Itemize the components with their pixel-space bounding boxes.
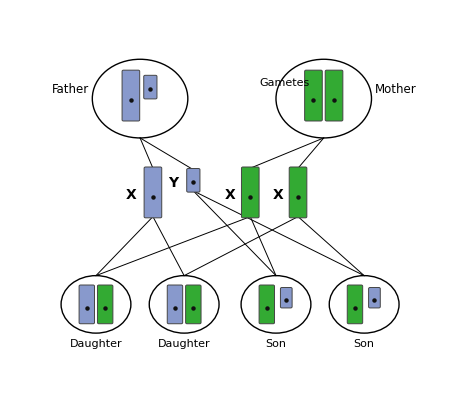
- FancyBboxPatch shape: [144, 167, 162, 218]
- FancyBboxPatch shape: [144, 75, 157, 99]
- FancyBboxPatch shape: [122, 70, 140, 121]
- FancyBboxPatch shape: [325, 70, 343, 121]
- Text: Daughter: Daughter: [70, 339, 122, 349]
- Text: Son: Son: [265, 339, 286, 349]
- FancyBboxPatch shape: [187, 169, 200, 192]
- FancyBboxPatch shape: [79, 285, 94, 324]
- FancyBboxPatch shape: [241, 167, 259, 218]
- Text: Mother: Mother: [375, 83, 417, 96]
- FancyBboxPatch shape: [281, 288, 292, 308]
- FancyBboxPatch shape: [289, 167, 307, 218]
- FancyBboxPatch shape: [186, 285, 201, 324]
- FancyBboxPatch shape: [259, 285, 274, 324]
- Text: Son: Son: [354, 339, 374, 349]
- Text: X: X: [225, 188, 236, 202]
- FancyBboxPatch shape: [347, 285, 363, 324]
- FancyBboxPatch shape: [369, 288, 380, 308]
- Text: Gametes: Gametes: [259, 79, 310, 88]
- Text: X: X: [126, 188, 136, 202]
- FancyBboxPatch shape: [305, 70, 322, 121]
- FancyBboxPatch shape: [98, 285, 113, 324]
- Text: Daughter: Daughter: [158, 339, 210, 349]
- Text: Y: Y: [168, 176, 178, 190]
- Text: Father: Father: [51, 83, 89, 96]
- FancyBboxPatch shape: [167, 285, 182, 324]
- Text: X: X: [273, 188, 283, 202]
